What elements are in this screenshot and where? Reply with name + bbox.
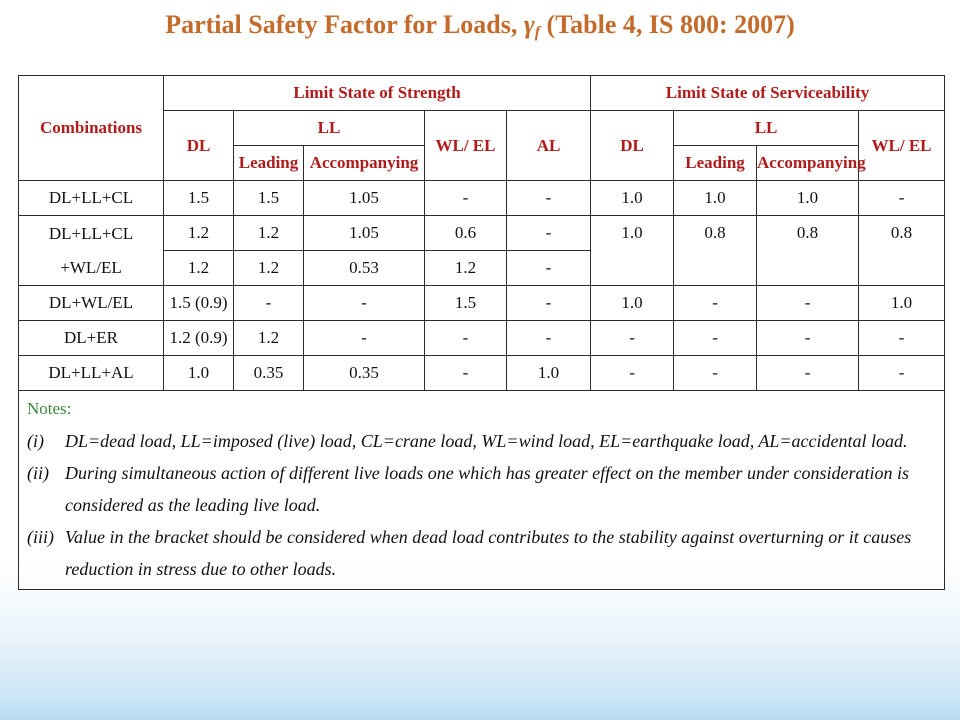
combination-cell: DL+LL+CL: [18, 180, 164, 216]
value-cell: -: [756, 320, 860, 356]
value-cell: -: [858, 180, 946, 216]
note-text: Value in the bracket should be considere…: [65, 527, 912, 579]
note-item: (ii) During simultaneous action of diffe…: [27, 457, 936, 521]
value-cell: 1.0: [590, 215, 675, 286]
notes-row: Notes: (i) DL=dead load, LL=imposed (liv…: [17, 390, 946, 590]
value-cell: 1.0: [756, 180, 860, 216]
table-row: 1.2 1.2 0.53 1.2 -: [19, 250, 945, 286]
value-cell: 1.2: [233, 250, 304, 286]
header-service-leading: Leading: [673, 145, 758, 181]
value-cell: 1.0: [673, 180, 758, 216]
value-cell: -: [673, 320, 758, 356]
value-cell: 1.5: [163, 180, 234, 216]
header-service-ll: LL: [673, 110, 860, 146]
value-cell: 1.0: [590, 180, 675, 216]
combination-cell: DL+WL/EL: [18, 285, 164, 321]
header-row-2: DL LL WL/ EL AL DL LL WL/ EL: [19, 110, 946, 181]
value-cell: 1.2: [233, 320, 304, 356]
header-strength-dl: DL: [163, 110, 234, 181]
value-cell: 1.2 (0.9): [163, 320, 234, 356]
header-strength-leading: Leading: [233, 145, 304, 181]
value-cell: -: [424, 180, 507, 216]
notes-title: Notes:: [27, 399, 72, 418]
value-cell: -: [590, 355, 675, 391]
value-cell: -: [590, 320, 675, 356]
value-cell: 1.05: [303, 180, 425, 216]
value-cell: -: [858, 320, 946, 356]
table-row: DL+LL+CL +WL/EL 1.2 1.2 1.05 0.6 - 1.0 0…: [18, 215, 946, 286]
value-cell: -: [424, 320, 507, 356]
value-cell: -: [756, 285, 860, 321]
value-cell: 1.2: [163, 250, 234, 286]
value-cell: 0.8: [673, 215, 758, 286]
value-cell: -: [505, 180, 592, 216]
slide-title: Partial Safety Factor for Loads, γf (Tab…: [0, 10, 960, 42]
value-cell: 1.5: [424, 285, 507, 321]
value-cell: -: [505, 285, 592, 321]
note-text: During simultaneous action of different …: [65, 463, 910, 515]
header-row-1: Combinations Limit State of Strength Lim…: [18, 75, 946, 181]
value-cell: 0.6: [424, 215, 507, 251]
note-item: (i) DL=dead load, LL=imposed (live) load…: [27, 425, 936, 457]
title-prefix: Partial Safety Factor for Loads,: [165, 10, 518, 39]
header-strength-wlel: WL/ EL: [424, 110, 507, 181]
header-strength-al: AL: [505, 110, 592, 181]
header-strength: Limit State of Strength: [162, 75, 592, 111]
header-combinations: Combinations: [18, 75, 164, 181]
safety-factor-table: Combinations Limit State of Strength Lim…: [17, 75, 946, 590]
value-cell: 0.35: [303, 355, 425, 391]
value-cell: 1.5 (0.9): [163, 285, 234, 321]
header-strength-accompanying: Accompanying: [303, 145, 425, 181]
title-suffix: (Table 4, IS 800: 2007): [546, 10, 795, 39]
header-strength-ll: LL: [233, 110, 425, 146]
value-cell: -: [424, 355, 507, 391]
value-cell: 0.8: [756, 215, 860, 286]
value-cell: 1.0: [590, 285, 675, 321]
combination-cell: DL+LL+AL: [18, 355, 164, 391]
table-row: DL+LL+AL 1.0 0.35 0.35 - 1.0 - - - -: [18, 355, 946, 391]
gamma-subscript: f: [534, 24, 541, 41]
note-text: DL=dead load, LL=imposed (live) load, CL…: [65, 431, 908, 451]
header-row-3: Leading Accompanying Leading Accompanyin…: [19, 145, 945, 181]
value-cell: 1.5: [233, 180, 304, 216]
value-cell: 1.0: [858, 285, 946, 321]
value-cell: 1.2: [163, 215, 234, 251]
combination-cell: DL+LL+CL +WL/EL: [18, 215, 164, 286]
value-cell: -: [505, 250, 592, 286]
value-cell: -: [858, 355, 946, 391]
value-cell: 1.0: [505, 355, 592, 391]
note-item: (iii) Value in the bracket should be con…: [27, 521, 936, 585]
header-service-wlel: WL/ EL: [858, 110, 946, 181]
gamma-symbol: γ: [523, 10, 535, 39]
header-service-accompanying: Accompanying: [756, 145, 866, 181]
table-row: DL+ER 1.2 (0.9) 1.2 - - - - - - -: [18, 320, 946, 356]
value-cell: -: [505, 215, 592, 251]
value-cell: 1.0: [163, 355, 234, 391]
note-number: (ii): [27, 463, 49, 483]
value-cell: -: [673, 355, 758, 391]
value-cell: 1.2: [424, 250, 507, 286]
value-cell: 1.05: [303, 215, 425, 251]
value-cell: -: [303, 320, 425, 356]
value-cell: 1.2: [233, 215, 304, 251]
combination-cell: DL+ER: [18, 320, 164, 356]
value-cell: 0.53: [303, 250, 425, 286]
value-cell: -: [673, 285, 758, 321]
value-cell: 0.8: [858, 215, 946, 286]
note-number: (i): [27, 431, 44, 451]
value-cell: -: [756, 355, 860, 391]
value-cell: 0.35: [233, 355, 304, 391]
value-cell: -: [505, 320, 592, 356]
header-service-dl: DL: [590, 110, 675, 181]
value-cell: -: [233, 285, 304, 321]
table-row: DL+WL/EL 1.5 (0.9) - - 1.5 - 1.0 - - 1.0: [18, 285, 946, 321]
note-number: (iii): [27, 527, 54, 547]
notes-cell: Notes: (i) DL=dead load, LL=imposed (liv…: [17, 390, 946, 590]
value-cell: -: [303, 285, 425, 321]
table-row: DL+LL+CL 1.5 1.5 1.05 - - 1.0 1.0 1.0 -: [18, 180, 946, 216]
header-serviceability: Limit State of Serviceability: [590, 75, 946, 111]
